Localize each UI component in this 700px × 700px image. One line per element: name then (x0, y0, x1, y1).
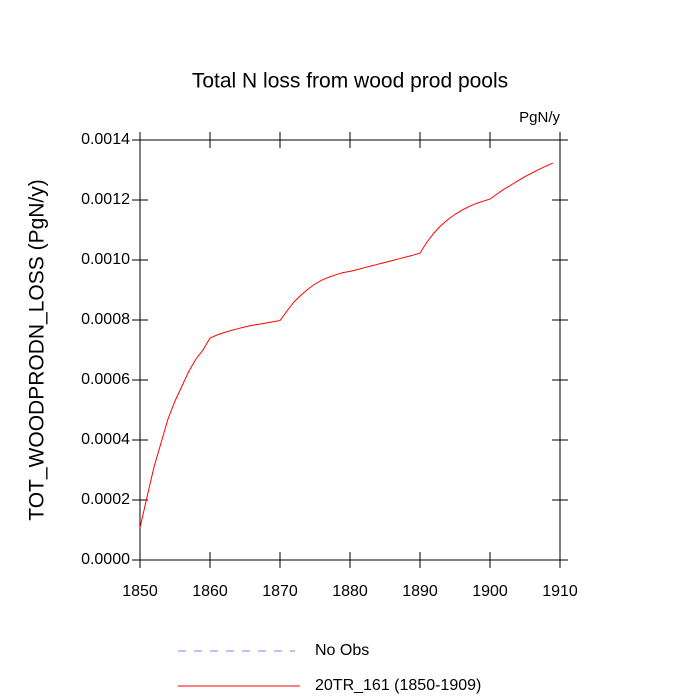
units-label: PgN/y (519, 109, 560, 126)
y-tick-label: 0.0002 (81, 491, 130, 508)
legend-label: 20TR_161 (1850-1909) (315, 677, 481, 694)
x-tick-label: 1870 (262, 583, 298, 600)
x-tick-label: 1860 (192, 583, 228, 600)
x-tick-label: 1850 (122, 583, 158, 600)
y-tick-label: 0.0000 (81, 551, 130, 568)
y-tick-label: 0.0008 (81, 311, 130, 328)
x-tick-label: 1910 (542, 583, 578, 600)
chart-title: Total N loss from wood prod pools (192, 70, 508, 93)
y-tick-label: 0.0004 (81, 431, 130, 448)
y-tick-label: 0.0010 (81, 251, 130, 268)
x-tick-label: 1890 (402, 583, 438, 600)
y-tick-label: 0.0012 (81, 191, 130, 208)
legend-label: No Obs (315, 642, 369, 659)
y-axis-label: TOT_WOODPRODN_LOSS (PgN/y) (26, 179, 49, 521)
y-tick-label: 0.0006 (81, 371, 130, 388)
data-line (139, 162, 554, 529)
x-tick-label: 1880 (332, 583, 368, 600)
y-tick-label: 0.0014 (81, 131, 130, 148)
x-tick-label: 1900 (472, 583, 508, 600)
